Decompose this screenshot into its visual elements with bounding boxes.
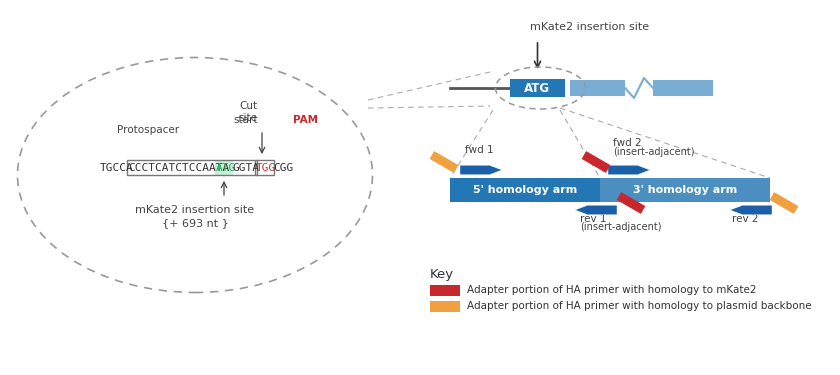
Text: Cut
site: Cut site bbox=[239, 101, 258, 123]
Text: mKate2 insertion site: mKate2 insertion site bbox=[530, 22, 649, 32]
Polygon shape bbox=[730, 205, 772, 215]
Polygon shape bbox=[769, 192, 798, 214]
FancyBboxPatch shape bbox=[570, 80, 625, 96]
Text: ATG: ATG bbox=[524, 81, 550, 94]
FancyBboxPatch shape bbox=[450, 178, 600, 202]
Text: CGG: CGG bbox=[273, 163, 293, 173]
Text: Adapter portion of HA primer with homology to mKate2: Adapter portion of HA primer with homolo… bbox=[467, 285, 757, 295]
Polygon shape bbox=[608, 165, 650, 175]
Polygon shape bbox=[581, 151, 611, 173]
Text: 5' homology arm: 5' homology arm bbox=[473, 185, 577, 195]
FancyBboxPatch shape bbox=[653, 80, 713, 96]
Text: ATG: ATG bbox=[215, 163, 235, 173]
Text: Protospacer: Protospacer bbox=[117, 125, 179, 135]
Text: Key: Key bbox=[430, 268, 454, 281]
Text: CCCTCATCTCCAATA: CCCTCATCTCCAATA bbox=[129, 163, 229, 173]
FancyBboxPatch shape bbox=[600, 178, 770, 202]
Text: rev 2: rev 2 bbox=[732, 214, 759, 224]
Text: (insert-adjacent): (insert-adjacent) bbox=[613, 147, 695, 157]
Text: TGCCA: TGCCA bbox=[99, 163, 133, 173]
Text: 3' homology arm: 3' homology arm bbox=[633, 185, 738, 195]
FancyBboxPatch shape bbox=[215, 160, 233, 175]
FancyBboxPatch shape bbox=[430, 301, 460, 312]
Text: rev 1: rev 1 bbox=[580, 214, 606, 224]
Text: {+ 693 nt }: {+ 693 nt } bbox=[161, 218, 228, 228]
FancyBboxPatch shape bbox=[430, 285, 460, 296]
Text: (insert-adjacent): (insert-adjacent) bbox=[580, 222, 662, 232]
Polygon shape bbox=[429, 151, 459, 173]
Text: fwd 2: fwd 2 bbox=[613, 138, 642, 148]
Polygon shape bbox=[575, 205, 617, 215]
Text: Adapter portion of HA primer with homology to plasmid backbone: Adapter portion of HA primer with homolo… bbox=[467, 301, 811, 311]
Text: fwd 1: fwd 1 bbox=[465, 145, 494, 155]
Text: PAM: PAM bbox=[292, 115, 318, 125]
Text: GGTA: GGTA bbox=[233, 163, 260, 173]
Text: start: start bbox=[234, 115, 258, 125]
Polygon shape bbox=[460, 165, 502, 175]
Text: TGG: TGG bbox=[256, 163, 276, 173]
Text: mKate2 insertion site: mKate2 insertion site bbox=[135, 205, 255, 215]
FancyBboxPatch shape bbox=[510, 79, 565, 97]
Polygon shape bbox=[617, 192, 645, 214]
